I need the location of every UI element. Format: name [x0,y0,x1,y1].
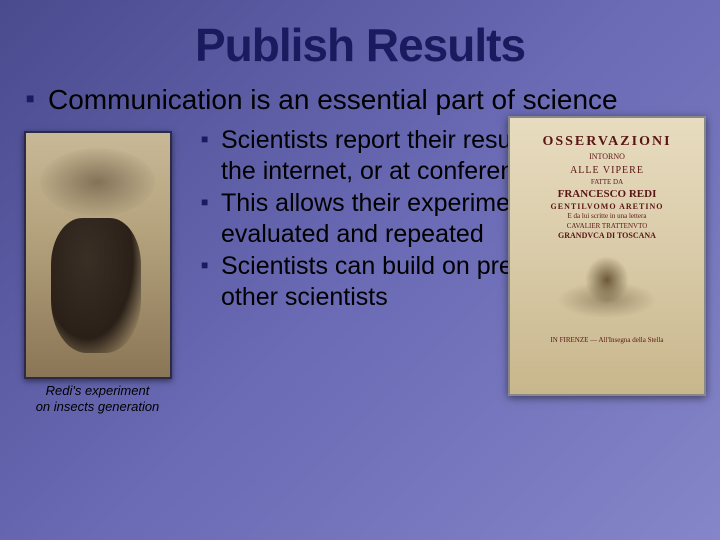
caption-line2: on insects generation [20,399,175,415]
caption-line1: Redi's experiment [20,383,175,399]
book-subtitle-3: CAVALIER TRATTENVTO [518,222,696,230]
book-subtitle-2: E da lui scritte in una lettera [518,212,696,220]
book-title-2: INTORNO [518,152,696,161]
book-author: FRANCESCO REDI [518,188,696,200]
book-emblem [547,248,667,328]
slide-title: Publish Results [0,0,720,82]
book-title-1: OSSERVAZIONI [518,134,696,150]
book-imprint: IN FIRENZE — All'Insegna della Stella [518,336,696,344]
book-subtitle-1: GENTILVOMO ARETINO [518,202,696,211]
image-caption: Redi's experiment on insects generation [20,383,175,414]
book-title-page-image: OSSERVAZIONI INTORNO ALLE VIPERE FATTE D… [508,116,706,396]
redi-experiment-image [24,131,172,379]
book-title-4: FATTE DA [518,178,696,186]
left-column: Redi's experiment on insects generation [20,125,175,414]
book-dedication: GRANDVCA DI TOSCANA [518,231,696,240]
main-bullet: Communication is an essential part of sc… [0,82,720,117]
book-title-3: ALLE VIPERE [518,165,696,176]
